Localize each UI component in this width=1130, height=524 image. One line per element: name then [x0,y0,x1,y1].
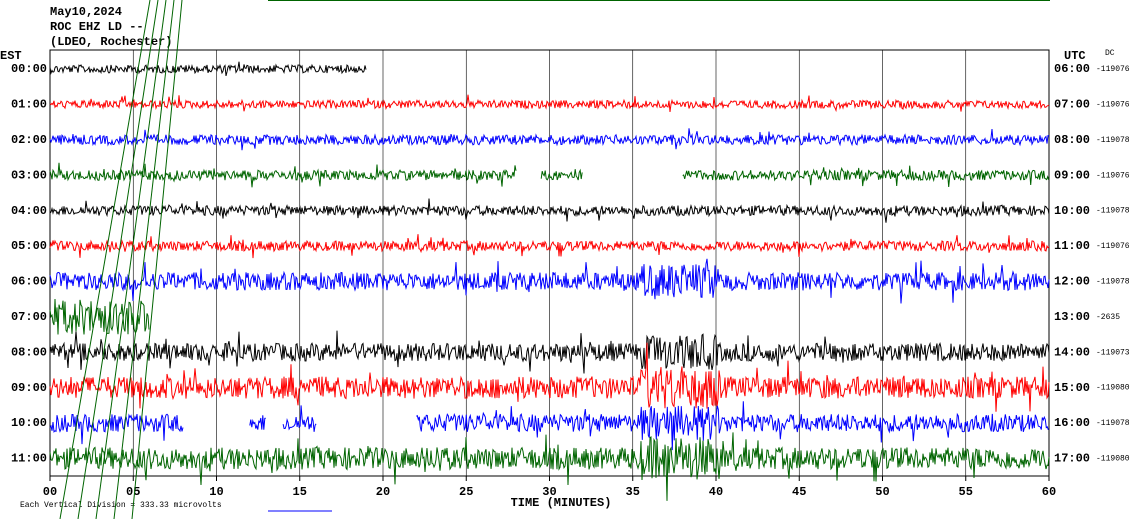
utc-label: 15:00 [1054,381,1090,395]
trace [49,432,1050,501]
trace [682,165,1050,187]
utc-label: 07:00 [1054,98,1090,112]
utc-label: 13:00 [1054,310,1090,324]
x-tick-label: 00 [43,485,57,499]
x-tick-label: 10 [209,485,223,499]
est-label: 01:00 [11,98,47,112]
dc-value: -1190767 [1096,242,1130,251]
dc-label: DC [1105,49,1115,58]
trace [49,298,150,335]
dc-value: -1190767 [1096,101,1130,110]
x-tick-label: 50 [875,485,889,499]
x-tick-label: 25 [459,485,473,499]
est-label: 00:00 [11,62,47,76]
utc-label: 08:00 [1054,133,1090,147]
left-axis-label: EST [0,49,22,63]
dc-value: -1190736 [1096,348,1130,357]
dc-value: -1190768 [1096,171,1130,180]
title-line: ROC EHZ LD -- [50,20,144,34]
decoration [59,0,151,520]
title-line: (LDEO, Rochester) [50,35,172,49]
x-tick-label: 45 [792,485,806,499]
dc-value: -2635 [1096,313,1120,322]
utc-label: 12:00 [1054,275,1090,289]
trace [49,94,1050,113]
utc-label: 14:00 [1054,345,1090,359]
traces [49,0,1050,520]
trace [49,258,1050,304]
dc-value: -1190802 [1096,384,1130,393]
footnote: Each Vertical Division = 333.33 microvol… [20,501,222,510]
est-label: 02:00 [11,133,47,147]
x-axis-label: TIME (MINUTES) [511,496,612,510]
x-tick-label: 35 [626,485,640,499]
utc-label: 17:00 [1054,452,1090,466]
decoration [77,0,159,520]
x-tick-label: 40 [709,485,723,499]
est-label: 09:00 [11,381,47,395]
dc-value: -1190784 [1096,278,1130,287]
dc-value: -1190803 [1096,455,1130,464]
x-tick-label: 05 [126,485,140,499]
utc-label: 09:00 [1054,168,1090,182]
est-label: 10:00 [11,416,47,430]
x-tick-label: 60 [1042,485,1056,499]
x-tick-label: 30 [542,485,556,499]
trace [282,405,317,432]
est-label: 05:00 [11,239,47,253]
utc-label: 16:00 [1054,416,1090,430]
est-label: 06:00 [11,275,47,289]
trace [49,342,1050,412]
est-label: 11:00 [11,452,47,466]
trace [416,401,1049,451]
trace [49,61,367,77]
trace [49,198,1050,223]
est-label: 03:00 [11,168,47,182]
trace [49,162,517,188]
dc-value: -1190769 [1096,65,1130,74]
trace [49,128,1050,151]
right-axis-label: UTC [1064,49,1086,63]
est-label: 04:00 [11,204,47,218]
trace [49,234,1050,259]
est-label: 07:00 [11,310,47,324]
est-label: 08:00 [11,345,47,359]
utc-label: 11:00 [1054,239,1090,253]
decoration [95,0,167,520]
trace [249,415,266,430]
utc-label: 10:00 [1054,204,1090,218]
utc-label: 06:00 [1054,62,1090,76]
trace [540,168,583,181]
x-tick-label: 55 [959,485,973,499]
trace [49,413,184,445]
x-tick-label: 15 [293,485,307,499]
decoration [113,0,175,520]
decoration [131,0,183,520]
trace [49,330,1050,374]
title-line: May10,2024 [50,5,122,19]
x-tick-label: 20 [376,485,390,499]
